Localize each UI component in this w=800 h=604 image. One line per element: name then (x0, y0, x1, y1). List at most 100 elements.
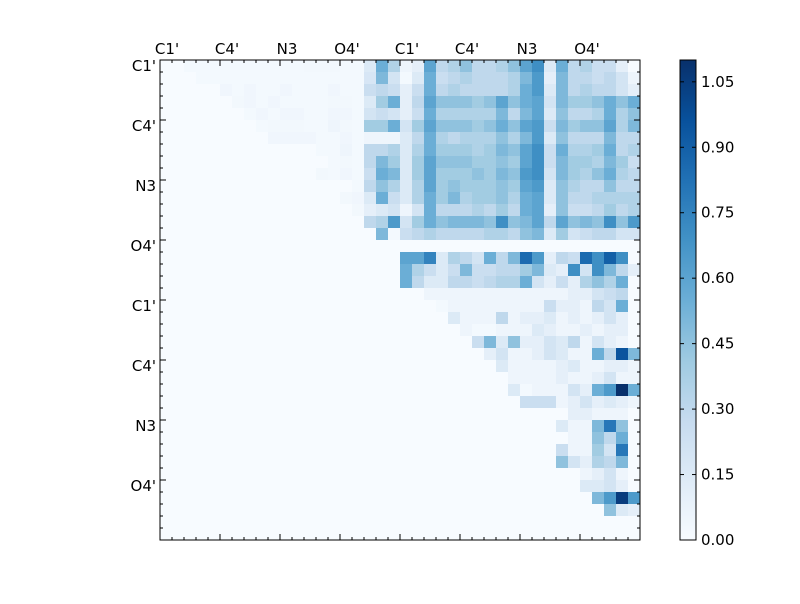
heatmap-cell (304, 336, 317, 349)
heatmap-cell (400, 360, 413, 373)
heatmap-cell (376, 72, 389, 85)
heatmap-cell (268, 432, 281, 445)
heatmap-cell (280, 396, 293, 409)
heatmap-cell (436, 72, 449, 85)
heatmap-cell (328, 60, 341, 73)
heatmap-cell (268, 324, 281, 337)
heatmap-cell (316, 240, 329, 253)
heatmap-cell (172, 492, 185, 505)
heatmap-cell (352, 480, 365, 493)
heatmap-cell (556, 408, 569, 421)
heatmap-cell (364, 480, 377, 493)
heatmap-cell (460, 336, 473, 349)
heatmap-cell (592, 372, 605, 385)
heatmap-cell (424, 528, 437, 541)
heatmap-cell (292, 312, 305, 325)
heatmap-cell (388, 456, 401, 469)
heatmap-cell (352, 312, 365, 325)
heatmap-cell (376, 60, 389, 73)
heatmap-cell (544, 468, 557, 481)
heatmap-cell (280, 444, 293, 457)
heatmap-cell (424, 144, 437, 157)
heatmap-cell (160, 288, 173, 301)
heatmap-cell (544, 384, 557, 397)
heatmap-cell (568, 60, 581, 73)
heatmap-cell (208, 348, 221, 361)
heatmap-cell (484, 72, 497, 85)
heatmap-cell (160, 516, 173, 529)
heatmap-cell (628, 132, 641, 145)
heatmap-cell (268, 348, 281, 361)
heatmap-cell (472, 468, 485, 481)
heatmap-cell (316, 144, 329, 157)
heatmap-cell (436, 492, 449, 505)
heatmap-cell (484, 144, 497, 157)
heatmap-cell (412, 72, 425, 85)
heatmap-cell (448, 444, 461, 457)
heatmap-cell (292, 420, 305, 433)
heatmap-cell (544, 216, 557, 229)
heatmap-cell (364, 492, 377, 505)
heatmap-cell (160, 408, 173, 421)
heatmap-cell (484, 60, 497, 73)
colorbar-tick-label: 0.15 (701, 466, 734, 484)
heatmap-cell (244, 492, 257, 505)
heatmap-cell (388, 84, 401, 97)
heatmap-cell (520, 528, 533, 541)
heatmap-cell (616, 144, 629, 157)
heatmap-cell (196, 492, 209, 505)
heatmap-cell (508, 72, 521, 85)
heatmap-cell (232, 264, 245, 277)
heatmap-cell (220, 84, 233, 97)
heatmap-cell (412, 240, 425, 253)
heatmap-cell (508, 216, 521, 229)
heatmap-cell (244, 360, 257, 373)
heatmap-cell (340, 96, 353, 109)
heatmap-cell (328, 168, 341, 181)
heatmap-cell (352, 264, 365, 277)
heatmap-cell (220, 336, 233, 349)
heatmap-cell (604, 240, 617, 253)
heatmap-cell (280, 324, 293, 337)
heatmap-cell (436, 60, 449, 73)
heatmap-cell (580, 288, 593, 301)
heatmap-cell (268, 132, 281, 145)
heatmap-cell (448, 72, 461, 85)
heatmap-cell (292, 216, 305, 229)
heatmap-cell (328, 180, 341, 193)
heatmap-cell (256, 252, 269, 265)
heatmap-cell (544, 72, 557, 85)
heatmap-cell (304, 180, 317, 193)
heatmap-cell (424, 384, 437, 397)
heatmap-cell (508, 468, 521, 481)
heatmap-cell (448, 492, 461, 505)
heatmap-cell (532, 228, 545, 241)
heatmap-cell (532, 360, 545, 373)
heatmap-cell (364, 168, 377, 181)
heatmap-cell (436, 240, 449, 253)
heatmap-cell (628, 408, 641, 421)
heatmap-cell (496, 504, 509, 517)
heatmap-cell (376, 108, 389, 121)
heatmap-cell (244, 408, 257, 421)
heatmap-cell (352, 348, 365, 361)
heatmap-cell (436, 420, 449, 433)
heatmap-cell (304, 372, 317, 385)
heatmap-cell (280, 420, 293, 433)
heatmap-cell (280, 276, 293, 289)
heatmap-cell (232, 72, 245, 85)
heatmap-cell (532, 288, 545, 301)
heatmap-cell (436, 372, 449, 385)
heatmap-cell (220, 396, 233, 409)
heatmap-cell (388, 480, 401, 493)
heatmap-cell (616, 384, 629, 397)
heatmap-cell (184, 360, 197, 373)
heatmap-cell (580, 432, 593, 445)
heatmap-cell (160, 132, 173, 145)
heatmap-cell (448, 216, 461, 229)
heatmap-cell (412, 300, 425, 313)
heatmap-cell (388, 180, 401, 193)
heatmap-cell (400, 252, 413, 265)
heatmap-cell (496, 444, 509, 457)
heatmap-cell (436, 468, 449, 481)
